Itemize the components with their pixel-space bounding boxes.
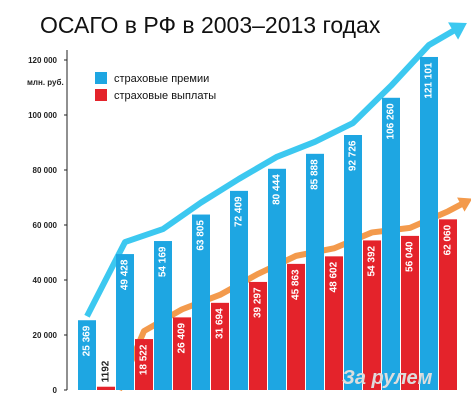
payouts-trend-arrowhead [457, 197, 471, 212]
premiums-bar [154, 241, 172, 390]
payouts-value-label: 26 409 [177, 322, 188, 353]
premiums-value-label: 106 260 [386, 103, 397, 140]
premiums-value-label: 92 726 [348, 140, 359, 171]
premiums-trend-arrowhead [448, 22, 467, 40]
payouts-value-label: 48 602 [329, 261, 340, 292]
premiums-value-label: 49 428 [120, 259, 131, 290]
premiums-bar [192, 214, 210, 390]
payouts-value-label: 45 863 [291, 269, 302, 300]
premiums-value-label: 54 169 [158, 246, 169, 277]
y-axis: 0 20 000 40 000 60 000 80 000 100 000 120 000 [28, 50, 68, 395]
premiums-bar [268, 168, 286, 390]
payouts-bar [439, 219, 457, 390]
payouts-value-label: 56 040 [405, 241, 416, 272]
y-tick-label: 60 000 [33, 221, 58, 230]
premiums-value-label: 63 805 [196, 220, 207, 251]
premiums-bar [116, 254, 134, 390]
premiums-trend-line [84, 24, 462, 318]
payouts-bar [97, 386, 115, 390]
premiums-bar [230, 190, 248, 390]
y-tick-label: 20 000 [33, 331, 58, 340]
legend-label-payouts: страховые выплаты [114, 90, 216, 102]
y-tick-label: 0 [53, 386, 58, 395]
y-tick-label: 100 000 [28, 111, 57, 120]
payouts-bar [249, 281, 267, 390]
payouts-value-label: 39 297 [253, 287, 264, 318]
payouts-bar [211, 302, 229, 390]
premiums-bar [306, 153, 324, 390]
payouts-bar [135, 339, 153, 390]
premiums-value-label: 85 888 [310, 159, 321, 190]
premiums-value-label: 25 369 [82, 325, 93, 356]
y-axis-unit: млн. руб. [27, 78, 64, 87]
y-tick-label: 120 000 [28, 56, 57, 65]
y-tick-label: 80 000 [33, 166, 58, 175]
bars [78, 56, 457, 390]
payouts-value-label: 1192 [101, 360, 112, 382]
payouts-bar [401, 235, 419, 390]
payouts-value-label: 31 694 [215, 308, 226, 339]
legend-swatch-payouts [95, 89, 107, 101]
legend: страховые премии страховые выплаты [95, 72, 216, 102]
legend-label-premiums: страховые премии [114, 73, 209, 85]
payouts-bar [363, 240, 381, 390]
watermark-logo: За рулем [342, 367, 433, 389]
chart-title: ОСАГО в РФ в 2003–2013 годах [40, 12, 381, 38]
legend-swatch-premiums [95, 72, 107, 84]
premiums-value-label: 121 101 [424, 62, 435, 99]
premiums-value-label: 80 444 [272, 174, 283, 205]
premiums-bar [382, 97, 400, 390]
payouts-value-label: 18 522 [139, 344, 150, 375]
payouts-bar [325, 256, 343, 390]
payouts-bar [173, 317, 191, 390]
payouts-bar [287, 263, 305, 390]
premiums-bar [78, 320, 96, 390]
premiums-bar [420, 56, 438, 390]
y-tick-label: 40 000 [33, 276, 58, 285]
premiums-bar [344, 135, 362, 390]
premiums-value-label: 72 409 [234, 196, 245, 227]
payouts-value-label: 62 060 [443, 224, 454, 255]
value-labels: 25 369 1192 49 428 18 522 54 169 26 409 63 805… [82, 62, 454, 382]
payouts-value-label: 54 392 [367, 245, 378, 276]
